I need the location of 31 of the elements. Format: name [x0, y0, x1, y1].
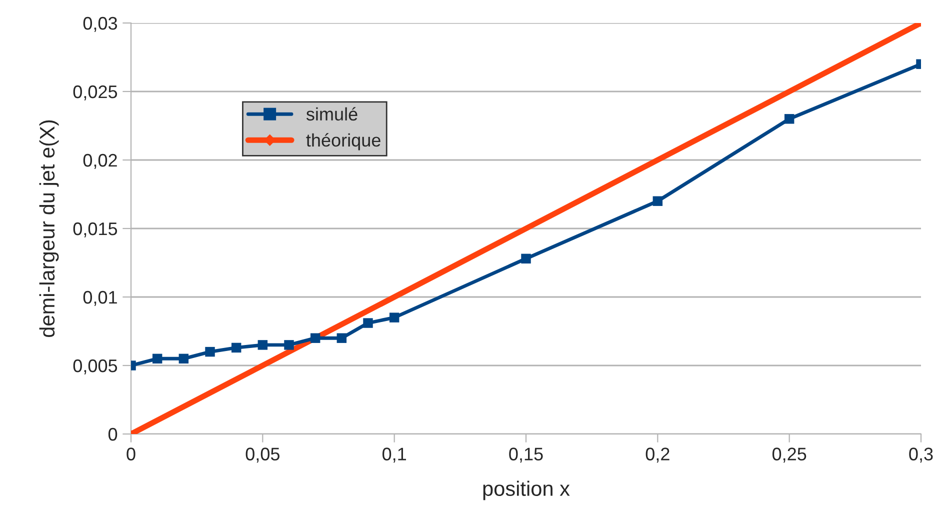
y-tick-label: 0,01 [83, 290, 117, 306]
point [310, 333, 320, 343]
point [152, 354, 162, 364]
x-tick-label: 0,25 [772, 448, 806, 463]
x-axis-title: position x [483, 480, 570, 500]
x-tick-label: 0 [126, 448, 136, 460]
point [231, 342, 242, 353]
point [363, 318, 373, 328]
x-tick-label: 0,1 [382, 448, 406, 463]
point [652, 196, 663, 206]
y-tick-label: 0,015 [73, 222, 118, 238]
x-tick-label: 0,15 [509, 448, 543, 463]
y-tick-label: 0,025 [73, 85, 118, 100]
point [784, 114, 794, 124]
y-axis-title: demi-largeur du jet e(X) [39, 120, 59, 338]
y-tick-label: 0,005 [73, 359, 118, 374]
point [521, 254, 531, 264]
x-tick-label: 0,05 [246, 448, 280, 463]
point [258, 340, 268, 350]
point [336, 333, 347, 343]
point [178, 354, 189, 364]
y-tick-label: 0,03 [83, 16, 118, 32]
legend-label: théorique [306, 133, 380, 150]
point [284, 340, 294, 350]
y-tick-label: 0 [108, 428, 118, 441]
x-tick-label: 0,2 [646, 448, 670, 463]
point [389, 312, 400, 322]
legend-label: simulé [306, 107, 358, 121]
y-tick-label: 0,02 [83, 154, 117, 169]
point [205, 346, 215, 357]
x-tick-label: 0,3 [909, 448, 933, 463]
